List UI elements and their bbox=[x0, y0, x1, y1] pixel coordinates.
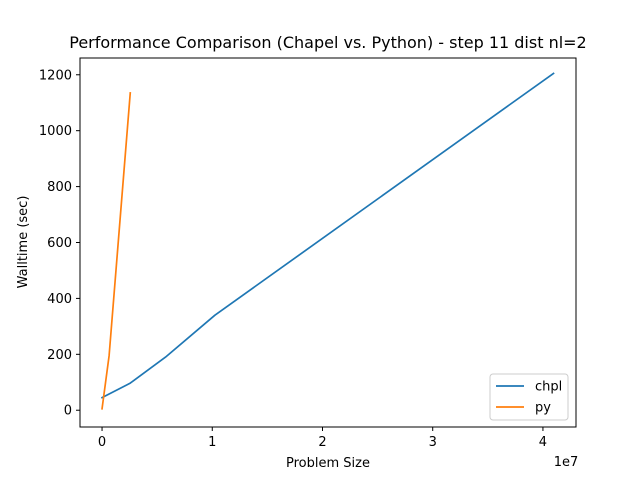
x-tick-label: 0 bbox=[98, 435, 106, 450]
x-tick-label: 3 bbox=[429, 435, 437, 450]
series-line-py bbox=[101, 92, 132, 410]
legend-label-chpl: chpl bbox=[535, 380, 562, 395]
x-tick-label: 1 bbox=[208, 435, 216, 450]
x-tick-label: 2 bbox=[318, 435, 326, 450]
x-axis: 0 1 2 3 4 bbox=[98, 427, 547, 450]
legend: chpl py bbox=[489, 373, 569, 421]
x-axis-offset-text: 1e7 bbox=[554, 455, 579, 470]
series-line-chpl bbox=[100, 72, 555, 399]
legend-label-py: py bbox=[535, 401, 551, 416]
y-tick-label: 0 bbox=[64, 404, 72, 419]
y-tick-label: 1200 bbox=[39, 68, 72, 83]
y-axis: 0 200 400 600 800 1000 1200 bbox=[39, 68, 80, 419]
y-axis-label: Walltime (sec) bbox=[16, 196, 31, 289]
x-tick-label: 4 bbox=[539, 435, 547, 450]
y-tick-label: 800 bbox=[47, 180, 72, 195]
x-axis-label: Problem Size bbox=[286, 456, 370, 471]
y-tick-label: 200 bbox=[47, 348, 72, 363]
series-lines bbox=[100, 72, 555, 410]
y-tick-label: 600 bbox=[47, 236, 72, 251]
y-tick-label: 400 bbox=[47, 292, 72, 307]
y-tick-label: 1000 bbox=[39, 124, 72, 139]
chart-title: Performance Comparison (Chapel vs. Pytho… bbox=[69, 33, 586, 52]
